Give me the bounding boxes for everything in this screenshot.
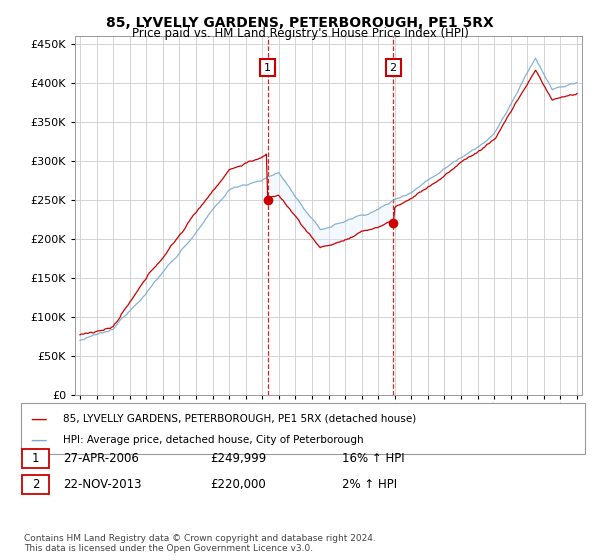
Text: —: — — [30, 431, 47, 449]
Text: Contains HM Land Registry data © Crown copyright and database right 2024.
This d: Contains HM Land Registry data © Crown c… — [24, 534, 376, 553]
Text: 2% ↑ HPI: 2% ↑ HPI — [342, 478, 397, 492]
Text: HPI: Average price, detached house, City of Peterborough: HPI: Average price, detached house, City… — [63, 435, 364, 445]
Text: Price paid vs. HM Land Registry's House Price Index (HPI): Price paid vs. HM Land Registry's House … — [131, 27, 469, 40]
Text: —: — — [30, 409, 47, 427]
Text: £220,000: £220,000 — [210, 478, 266, 492]
Text: 22-NOV-2013: 22-NOV-2013 — [63, 478, 142, 492]
Text: 27-APR-2006: 27-APR-2006 — [63, 451, 139, 465]
Text: 2: 2 — [389, 63, 397, 73]
Text: 85, LYVELLY GARDENS, PETERBOROUGH, PE1 5RX (detached house): 85, LYVELLY GARDENS, PETERBOROUGH, PE1 5… — [63, 413, 416, 423]
Text: 2: 2 — [32, 478, 39, 492]
Text: 1: 1 — [264, 63, 271, 73]
Text: 16% ↑ HPI: 16% ↑ HPI — [342, 451, 404, 465]
Text: 1: 1 — [32, 451, 39, 465]
Text: £249,999: £249,999 — [210, 451, 266, 465]
Text: 85, LYVELLY GARDENS, PETERBOROUGH, PE1 5RX: 85, LYVELLY GARDENS, PETERBOROUGH, PE1 5… — [106, 16, 494, 30]
